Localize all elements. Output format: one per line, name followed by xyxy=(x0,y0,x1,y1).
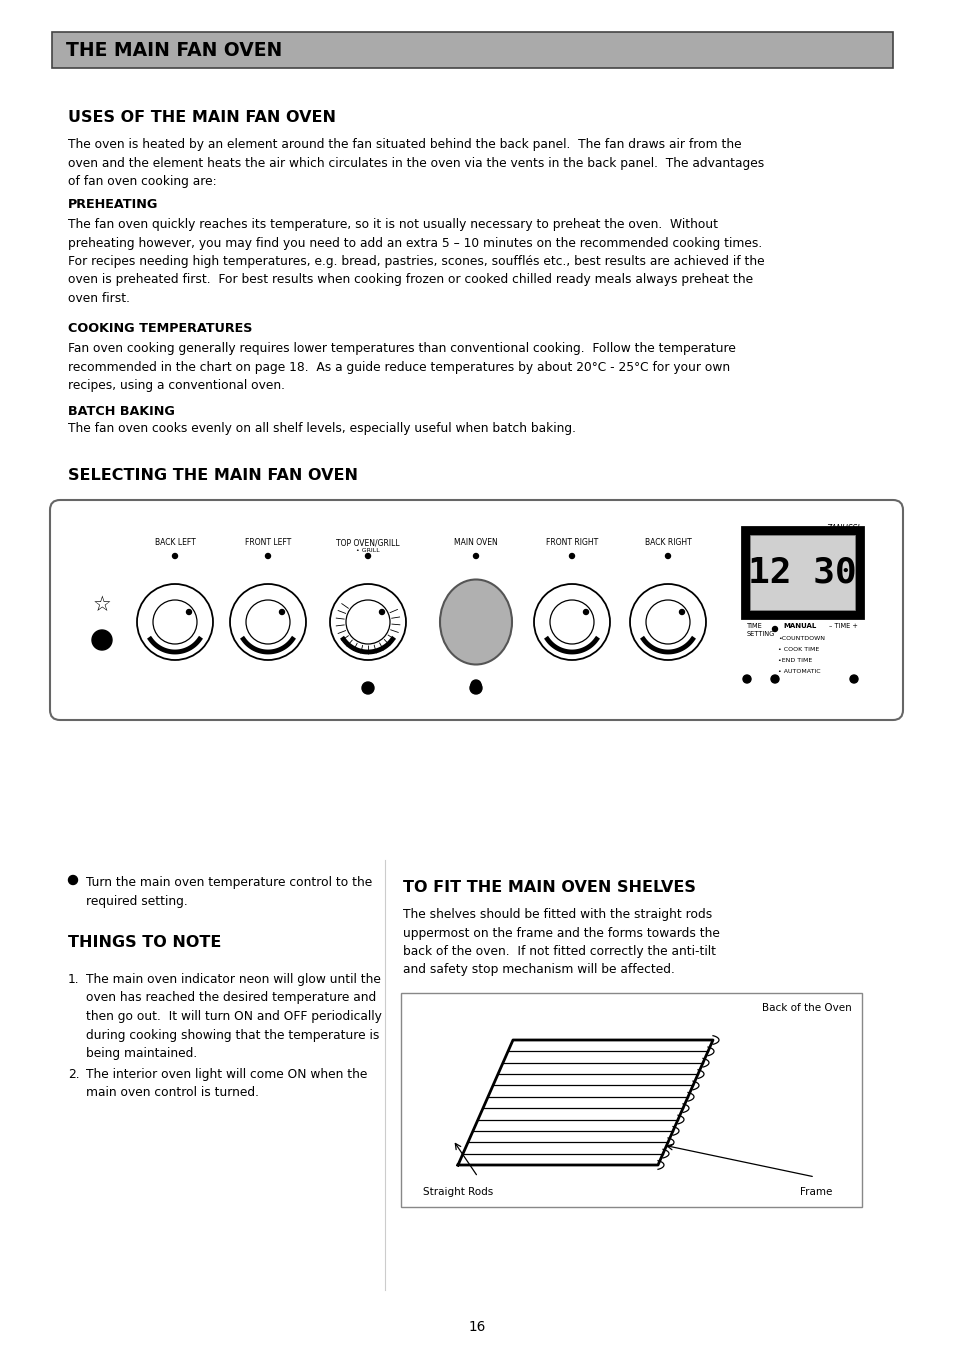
Text: Frame: Frame xyxy=(800,1188,832,1197)
FancyBboxPatch shape xyxy=(400,993,862,1206)
Circle shape xyxy=(471,680,480,690)
Circle shape xyxy=(583,609,588,615)
Circle shape xyxy=(379,609,384,615)
Circle shape xyxy=(346,600,390,644)
Text: Turn the main oven temperature control to the
required setting.: Turn the main oven temperature control t… xyxy=(86,875,372,908)
Text: Back of the Oven: Back of the Oven xyxy=(761,1002,851,1013)
Circle shape xyxy=(365,554,370,558)
Circle shape xyxy=(330,584,406,661)
Circle shape xyxy=(137,584,213,661)
Circle shape xyxy=(629,584,705,661)
Text: •END TIME: •END TIME xyxy=(778,658,811,663)
FancyBboxPatch shape xyxy=(741,527,862,617)
Circle shape xyxy=(569,554,574,558)
Text: The main oven indicator neon will glow until the
oven has reached the desired te: The main oven indicator neon will glow u… xyxy=(86,973,381,1061)
Text: TO FIT THE MAIN OVEN SHELVES: TO FIT THE MAIN OVEN SHELVES xyxy=(402,880,695,894)
Circle shape xyxy=(849,676,857,684)
Circle shape xyxy=(152,600,196,644)
Text: The fan oven quickly reaches its temperature, so it is not usually necessary to : The fan oven quickly reaches its tempera… xyxy=(68,218,763,305)
Text: TIME
SETTING: TIME SETTING xyxy=(746,623,775,636)
Circle shape xyxy=(91,630,112,650)
Text: MANUAL: MANUAL xyxy=(782,623,816,630)
Text: COOKING TEMPERATURES: COOKING TEMPERATURES xyxy=(68,322,253,335)
Circle shape xyxy=(470,682,481,694)
Text: MAIN OVEN: MAIN OVEN xyxy=(454,538,497,547)
Circle shape xyxy=(230,584,306,661)
Text: 12 30: 12 30 xyxy=(747,555,856,589)
Text: BATCH BAKING: BATCH BAKING xyxy=(68,405,174,417)
Circle shape xyxy=(279,609,284,615)
FancyBboxPatch shape xyxy=(50,500,902,720)
Circle shape xyxy=(772,627,777,631)
Text: • GRILL: • GRILL xyxy=(355,549,379,553)
Text: BACK LEFT: BACK LEFT xyxy=(154,538,195,547)
Circle shape xyxy=(361,682,374,694)
Text: – TIME +: – TIME + xyxy=(828,623,857,630)
Text: • COOK TIME: • COOK TIME xyxy=(778,647,819,653)
Circle shape xyxy=(473,554,478,558)
Circle shape xyxy=(742,676,750,684)
Text: 2.: 2. xyxy=(68,1069,79,1081)
Ellipse shape xyxy=(439,580,512,665)
Text: ZANUSSI: ZANUSSI xyxy=(825,524,859,534)
Text: •COUNTDOWN: •COUNTDOWN xyxy=(778,636,824,640)
Circle shape xyxy=(645,600,689,644)
Circle shape xyxy=(665,554,670,558)
Circle shape xyxy=(246,600,290,644)
Text: Straight Rods: Straight Rods xyxy=(422,1188,493,1197)
Circle shape xyxy=(186,609,192,615)
Circle shape xyxy=(69,875,77,885)
Text: USES OF THE MAIN FAN OVEN: USES OF THE MAIN FAN OVEN xyxy=(68,109,335,126)
Text: The shelves should be fitted with the straight rods
uppermost on the frame and t: The shelves should be fitted with the st… xyxy=(402,908,720,977)
Circle shape xyxy=(770,676,779,684)
Text: THINGS TO NOTE: THINGS TO NOTE xyxy=(68,935,221,950)
Text: TOP OVEN/GRILL: TOP OVEN/GRILL xyxy=(335,538,399,547)
Text: FRONT RIGHT: FRONT RIGHT xyxy=(545,538,598,547)
Text: FRONT LEFT: FRONT LEFT xyxy=(245,538,291,547)
Circle shape xyxy=(679,609,684,615)
Text: SELECTING THE MAIN FAN OVEN: SELECTING THE MAIN FAN OVEN xyxy=(68,467,357,484)
Text: • AUTOMATIC: • AUTOMATIC xyxy=(778,669,820,674)
Text: 16: 16 xyxy=(468,1320,485,1333)
FancyBboxPatch shape xyxy=(52,32,892,68)
Text: The fan oven cooks evenly on all shelf levels, especially useful when batch baki: The fan oven cooks evenly on all shelf l… xyxy=(68,422,576,435)
Text: Fan oven cooking generally requires lower temperatures than conventional cooking: Fan oven cooking generally requires lowe… xyxy=(68,342,735,392)
Text: ☆: ☆ xyxy=(92,594,112,615)
Text: THE MAIN FAN OVEN: THE MAIN FAN OVEN xyxy=(66,41,282,59)
Text: BACK RIGHT: BACK RIGHT xyxy=(644,538,691,547)
Circle shape xyxy=(265,554,271,558)
Circle shape xyxy=(534,584,609,661)
Circle shape xyxy=(172,554,177,558)
Text: PREHEATING: PREHEATING xyxy=(68,199,158,211)
Circle shape xyxy=(550,600,594,644)
Text: The interior oven light will come ON when the
main oven control is turned.: The interior oven light will come ON whe… xyxy=(86,1069,367,1100)
Text: 1.: 1. xyxy=(68,973,79,986)
FancyBboxPatch shape xyxy=(749,535,854,611)
Text: The oven is heated by an element around the fan situated behind the back panel. : The oven is heated by an element around … xyxy=(68,138,763,188)
